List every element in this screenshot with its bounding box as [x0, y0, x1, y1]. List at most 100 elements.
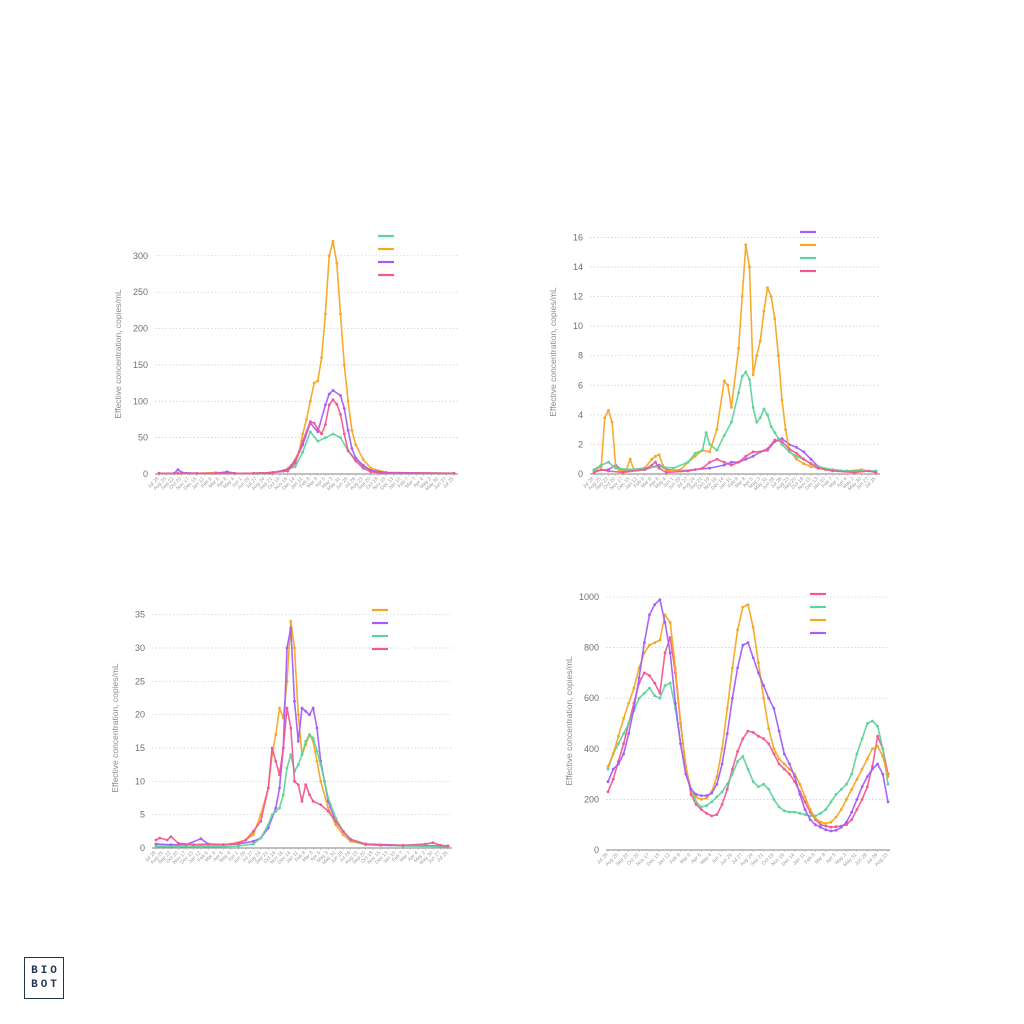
data-point	[270, 746, 274, 750]
data-point	[401, 843, 405, 847]
data-point	[326, 796, 330, 800]
data-point	[195, 471, 199, 475]
data-point	[865, 785, 869, 789]
data-point	[304, 783, 308, 787]
y-axis-label: Effective concentration, copies/mL	[113, 289, 123, 419]
data-point	[730, 420, 733, 424]
data-point	[689, 793, 693, 796]
data-point	[730, 406, 733, 409]
data-point	[744, 370, 748, 374]
data-point	[311, 799, 315, 803]
data-point	[751, 406, 755, 409]
y-tick-label: 400	[584, 744, 599, 754]
data-point	[874, 471, 878, 474]
data-point	[207, 842, 210, 846]
data-point	[751, 731, 755, 734]
data-point	[289, 626, 293, 630]
data-point	[777, 805, 781, 809]
data-point	[320, 356, 323, 359]
data-point	[632, 686, 636, 690]
data-point	[684, 772, 688, 776]
data-point	[693, 451, 697, 455]
data-point	[349, 837, 353, 841]
data-point	[622, 752, 625, 756]
data-point	[293, 779, 296, 783]
series-south	[592, 438, 878, 474]
chart-subtitle: RSV	[301, 897, 329, 912]
data-point	[286, 469, 289, 473]
data-point	[274, 759, 278, 763]
series-south	[157, 398, 456, 475]
data-point	[278, 806, 281, 810]
data-point	[795, 457, 798, 461]
data-point	[748, 378, 751, 381]
data-point	[731, 772, 734, 776]
data-point	[715, 795, 719, 799]
data-point	[606, 767, 610, 771]
data-point	[654, 454, 657, 458]
data-point	[312, 421, 316, 425]
chart-subtitle: SARS-CoV-2	[724, 897, 802, 912]
data-point	[668, 636, 672, 639]
data-point	[824, 822, 828, 825]
data-point	[746, 729, 750, 733]
data-point	[726, 383, 730, 387]
data-point	[886, 782, 890, 786]
data-point	[762, 407, 766, 411]
data-point	[831, 469, 834, 473]
data-point	[271, 471, 274, 474]
data-point	[361, 463, 365, 467]
data-point	[327, 254, 331, 258]
data-point	[252, 471, 256, 475]
data-point	[741, 605, 745, 609]
data-point	[628, 457, 632, 461]
data-point	[342, 407, 346, 410]
y-axis-label: Effective concentration, copies/mL	[110, 663, 120, 793]
data-point	[610, 420, 614, 424]
y-tick-label: 50	[138, 433, 148, 443]
data-point	[346, 429, 350, 432]
data-point	[311, 706, 315, 710]
data-point	[169, 843, 173, 847]
data-point	[341, 829, 345, 833]
data-point	[285, 706, 289, 710]
data-point	[746, 641, 750, 644]
data-point	[694, 800, 698, 804]
data-point	[251, 833, 255, 837]
data-point	[788, 810, 791, 814]
data-point	[715, 448, 719, 452]
data-point	[731, 767, 734, 771]
data-point	[222, 845, 225, 849]
data-point	[715, 782, 719, 786]
y-tick-label: 800	[584, 643, 599, 653]
y-tick-label: 250	[133, 287, 148, 297]
data-point	[637, 696, 641, 700]
data-point	[819, 820, 822, 824]
chart-subtitle: Influenza B	[728, 523, 798, 538]
data-point	[668, 681, 672, 685]
data-point	[741, 737, 745, 741]
data-point	[431, 841, 435, 845]
data-point	[777, 757, 781, 761]
data-point	[278, 773, 281, 777]
legend-label-west: West	[822, 254, 841, 263]
data-point	[686, 460, 690, 464]
data-point	[741, 755, 745, 758]
data-point	[614, 466, 618, 470]
data-point	[829, 820, 833, 824]
data-point	[725, 787, 729, 791]
data-point	[871, 767, 874, 771]
data-point	[798, 782, 802, 786]
data-point	[176, 468, 180, 471]
y-tick-label: 12	[573, 292, 583, 302]
x-tick-label: Mar 9	[679, 852, 692, 865]
data-point	[654, 460, 657, 464]
legend-label-northeast: Northeast	[822, 241, 857, 250]
data-point	[289, 753, 293, 757]
series-midwest	[154, 626, 450, 848]
data-point	[737, 346, 740, 350]
data-point	[251, 839, 255, 843]
data-point	[769, 295, 773, 298]
data-point	[446, 844, 450, 848]
data-point	[301, 439, 305, 443]
